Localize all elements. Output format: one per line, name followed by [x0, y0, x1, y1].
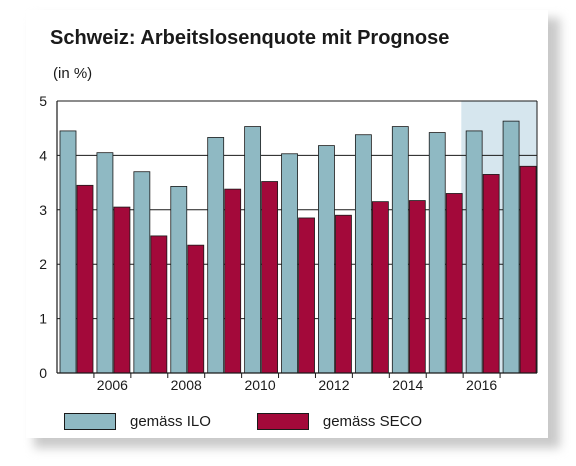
bar-seco-2013	[371, 201, 389, 374]
legend-swatch-ilo	[64, 413, 116, 430]
y-tick-label-2: 2	[39, 256, 47, 272]
bar-ilo-2014	[391, 126, 409, 374]
x-tick-label-2010: 2010	[244, 377, 275, 393]
y-tick-label-3: 3	[39, 202, 47, 218]
chart-title: Schweiz: Arbeitslosenquote mit Prognose	[50, 27, 450, 49]
legend-item-seco: gemäss SECO	[256, 413, 423, 430]
x-tick-label-2006: 2006	[97, 377, 128, 393]
bar-ilo-2016	[465, 130, 483, 374]
bar-ilo-2017	[502, 120, 520, 374]
bar-seco-2008	[187, 244, 205, 374]
y-tick-label-1: 1	[39, 311, 47, 327]
bar-seco-2014	[408, 200, 426, 374]
legend-label-ilo: gemäss ILO	[130, 413, 211, 430]
bar-ilo-2011	[281, 153, 298, 374]
bar-seco-2011	[298, 217, 315, 374]
legend-swatch-seco	[256, 413, 309, 430]
bar-ilo-2008	[170, 186, 188, 374]
legend-label-seco: gemäss SECO	[322, 413, 423, 430]
bar-ilo-2005	[59, 130, 77, 374]
bar-ilo-2006	[96, 152, 114, 374]
bar-seco-2017	[519, 165, 537, 374]
bar-ilo-2007	[133, 171, 151, 374]
bar-seco-2006	[113, 206, 131, 374]
bar-seco-2010	[261, 181, 279, 374]
x-tick-label-2014: 2014	[392, 377, 423, 393]
bar-ilo-2013	[354, 134, 372, 374]
bar-seco-2007	[150, 235, 168, 374]
unit-label: (in %)	[53, 65, 93, 82]
bar-ilo-2015	[428, 132, 446, 374]
bar-seco-2009	[224, 188, 242, 374]
bar-seco-2005	[76, 184, 94, 374]
bar-ilo-2009	[207, 137, 225, 374]
bar-ilo-2012	[318, 145, 335, 374]
y-tick-label-0: 0	[39, 365, 47, 381]
legend: gemäss ILO gemäss SECO	[64, 413, 468, 430]
x-tick-label-2012: 2012	[318, 377, 349, 393]
x-tick-label-2016: 2016	[466, 377, 497, 393]
y-tick-label-4: 4	[39, 147, 47, 163]
y-tick-label-5: 5	[39, 93, 47, 109]
bar-seco-2016	[482, 174, 500, 374]
bar-seco-2015	[445, 193, 463, 374]
bar-seco-2012	[335, 214, 352, 374]
x-tick-label-2008: 2008	[171, 377, 202, 393]
bar-ilo-2010	[244, 126, 262, 374]
legend-item-ilo: gemäss ILO	[64, 413, 211, 430]
